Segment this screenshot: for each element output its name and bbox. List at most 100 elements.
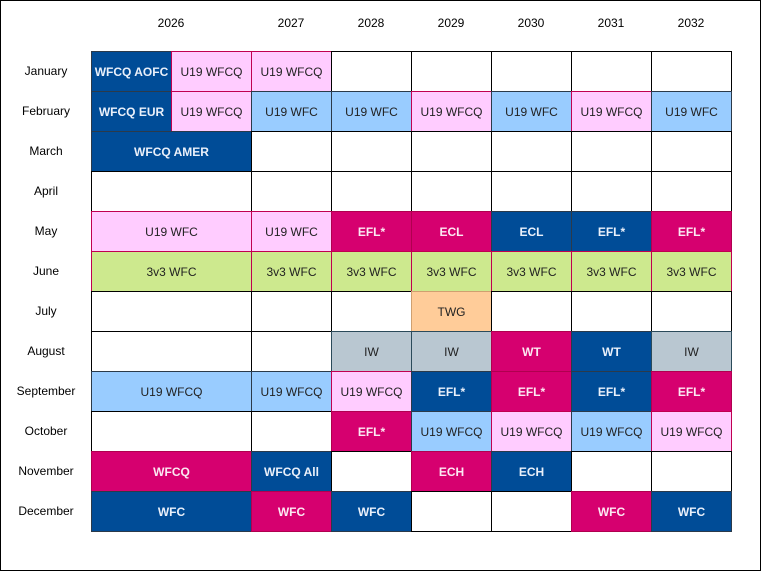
event-cell: IW: [411, 331, 492, 372]
event-cell: U19 WFCQ: [171, 51, 252, 92]
event-cell: WT: [491, 331, 572, 372]
event-cell: U19 WFCQ: [411, 91, 492, 132]
month-label: February: [21, 104, 71, 118]
month-label: May: [34, 224, 58, 238]
event-cell: U19 WFC: [91, 211, 252, 252]
month-label: September: [16, 384, 76, 398]
event-cell: ECL: [411, 211, 492, 252]
event-cell: U19 WFC: [491, 91, 572, 132]
empty-cell: [651, 131, 732, 172]
event-cell: WFC: [331, 491, 412, 532]
year-header: 2027: [277, 16, 305, 30]
month-label: October: [24, 424, 68, 438]
event-cell: ECH: [411, 451, 492, 492]
event-cell: EFL*: [411, 371, 492, 412]
event-cell: U19 WFCQ: [651, 411, 732, 452]
empty-cell: [331, 451, 412, 492]
empty-cell: [331, 51, 412, 92]
year-header: 2032: [677, 16, 705, 30]
event-cell: 3v3 WFC: [651, 251, 732, 292]
event-cell: EFL*: [331, 411, 412, 452]
year-header-row: 2026 2027 2028 2029 2030 2031 2032: [91, 13, 731, 33]
empty-cell: [251, 411, 332, 452]
year-header: 2029: [437, 16, 465, 30]
event-cell: WFC: [251, 491, 332, 532]
event-cell: EFL*: [571, 211, 652, 252]
event-cell: TWG: [411, 291, 492, 332]
month-label-column: January February March April May June July Augu…: [1, 51, 91, 531]
empty-cell: [651, 291, 732, 332]
event-cell: U19 WFCQ: [491, 411, 572, 452]
month-label: November: [18, 464, 74, 478]
empty-cell: [491, 51, 572, 92]
event-cell: 3v3 WFC: [251, 251, 332, 292]
event-cell: U19 WFCQ: [251, 51, 332, 92]
empty-cell: [571, 171, 652, 212]
empty-cell: [651, 51, 732, 92]
month-label: January: [24, 64, 68, 78]
month-label: December: [18, 504, 74, 518]
month-label: April: [33, 184, 58, 198]
empty-cell: [491, 491, 572, 532]
empty-cell: [411, 171, 492, 212]
event-cell: EFL*: [651, 371, 732, 412]
event-cell: WFC: [571, 491, 652, 532]
event-cell: WFCQ: [91, 451, 252, 492]
empty-cell: [91, 411, 252, 452]
event-cell: U19 WFCQ: [251, 371, 332, 412]
empty-cell: [331, 171, 412, 212]
event-cell: IW: [651, 331, 732, 372]
event-cell: EFL*: [651, 211, 732, 252]
event-cell: U19 WFCQ: [91, 371, 252, 412]
empty-cell: [331, 291, 412, 332]
event-cell: EFL*: [331, 211, 412, 252]
event-cell: ECH: [491, 451, 572, 492]
event-cell: U19 WFC: [331, 91, 412, 132]
empty-cell: [571, 51, 652, 92]
empty-cell: [331, 131, 412, 172]
event-cell: WFC: [651, 491, 732, 532]
empty-cell: [651, 171, 732, 212]
empty-cell: [651, 451, 732, 492]
event-cell: U19 WFCQ: [411, 411, 492, 452]
event-cell: WT: [571, 331, 652, 372]
empty-cell: [411, 131, 492, 172]
empty-cell: [411, 51, 492, 92]
month-label: August: [27, 344, 65, 358]
empty-cell: [491, 131, 572, 172]
empty-cell: [251, 331, 332, 372]
empty-cell: [251, 291, 332, 332]
empty-cell: [491, 171, 572, 212]
month-label: June: [32, 264, 60, 278]
event-cell: WFCQ EUR: [91, 91, 172, 132]
event-cell: U19 WFCQ: [571, 91, 652, 132]
empty-cell: [91, 291, 252, 332]
empty-cell: [571, 451, 652, 492]
event-cell: IW: [331, 331, 412, 372]
event-cell: 3v3 WFC: [331, 251, 412, 292]
event-cell: U19 WFCQ: [331, 371, 412, 412]
empty-cell: [251, 131, 332, 172]
month-label: July: [35, 304, 57, 318]
event-cell: 3v3 WFC: [491, 251, 572, 292]
event-cell: U19 WFC: [651, 91, 732, 132]
event-cell: WFCQ AOFC: [91, 51, 172, 92]
event-cell: WFCQ All: [251, 451, 332, 492]
event-cell: U19 WFC: [251, 211, 332, 252]
year-header: 2028: [357, 16, 385, 30]
event-cell: 3v3 WFC: [411, 251, 492, 292]
empty-cell: [491, 291, 572, 332]
event-cell: EFL*: [571, 371, 652, 412]
empty-cell: [91, 331, 252, 372]
empty-cell: [91, 171, 252, 212]
empty-cell: [571, 291, 652, 332]
empty-cell: [571, 131, 652, 172]
event-cell: U19 WFCQ: [571, 411, 652, 452]
year-header: 2026: [157, 16, 185, 30]
event-cell: WFC: [91, 491, 252, 532]
event-cell: 3v3 WFC: [91, 251, 252, 292]
event-cell: ECL: [491, 211, 572, 252]
year-header: 2030: [517, 16, 545, 30]
empty-cell: [411, 491, 492, 532]
